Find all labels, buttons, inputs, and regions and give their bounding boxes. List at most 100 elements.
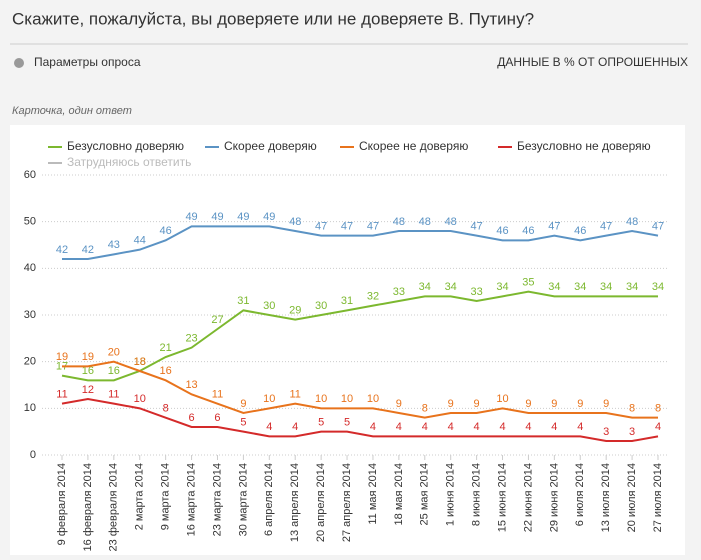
info-icon[interactable] bbox=[14, 58, 24, 68]
x-tick-label: 23 марта 2014 bbox=[211, 463, 223, 536]
x-tick-label: 29 июня 2014 bbox=[548, 463, 560, 532]
note: Карточка, один ответ bbox=[12, 105, 132, 117]
x-tick-label: 15 июня 2014 bbox=[496, 463, 508, 532]
x-tick-label: 9 февраля 2014 bbox=[56, 463, 68, 545]
legend-label[interactable]: Скорее не доверяю bbox=[359, 139, 468, 153]
data-label: 47 bbox=[367, 221, 379, 233]
data-label: 4 bbox=[655, 421, 661, 433]
x-tick-label: 6 апреля 2014 bbox=[263, 463, 275, 536]
x-tick-label: 30 марта 2014 bbox=[237, 463, 249, 536]
data-label: 4 bbox=[266, 421, 272, 433]
data-label: 9 bbox=[603, 398, 609, 410]
data-label: 30 bbox=[315, 300, 327, 312]
x-tick-label: 9 марта 2014 bbox=[160, 463, 172, 530]
data-label: 49 bbox=[211, 211, 223, 223]
data-label: 18 bbox=[134, 356, 146, 368]
data-label: 44 bbox=[134, 235, 146, 247]
data-label: 6 bbox=[214, 412, 220, 424]
data-label: 4 bbox=[525, 421, 531, 433]
data-label: 19 bbox=[82, 351, 94, 363]
data-label: 46 bbox=[160, 225, 172, 237]
data-label: 8 bbox=[163, 403, 169, 415]
x-tick-label: 18 мая 2014 bbox=[393, 463, 405, 525]
data-label: 4 bbox=[396, 421, 402, 433]
legend-label[interactable]: Безусловно не доверяю bbox=[517, 139, 651, 153]
data-label: 9 bbox=[577, 398, 583, 410]
x-tick-label: 11 мая 2014 bbox=[367, 463, 379, 525]
data-label: 30 bbox=[263, 300, 275, 312]
x-tick-label: 13 апреля 2014 bbox=[289, 463, 301, 542]
data-label: 10 bbox=[341, 393, 353, 405]
params-link[interactable]: Параметры опроса bbox=[34, 55, 141, 69]
data-label: 4 bbox=[577, 421, 583, 433]
data-label: 9 bbox=[525, 398, 531, 410]
data-label: 49 bbox=[263, 211, 275, 223]
data-label: 10 bbox=[315, 393, 327, 405]
data-label: 27 bbox=[211, 314, 223, 326]
data-label: 47 bbox=[341, 221, 353, 233]
data-label: 46 bbox=[496, 225, 508, 237]
data-label: 8 bbox=[422, 403, 428, 415]
data-label: 42 bbox=[56, 244, 68, 256]
data-label: 34 bbox=[548, 281, 560, 293]
x-tick-label: 8 июня 2014 bbox=[471, 463, 483, 526]
data-label: 5 bbox=[318, 417, 324, 429]
legend-label[interactable]: Затрудняюсь ответить bbox=[67, 155, 191, 169]
y-tick-label: 50 bbox=[24, 216, 36, 228]
data-label: 31 bbox=[341, 295, 353, 307]
data-label: 49 bbox=[185, 211, 197, 223]
data-label: 8 bbox=[629, 403, 635, 415]
series-line bbox=[62, 225, 659, 260]
data-label: 4 bbox=[448, 421, 454, 433]
data-label: 29 bbox=[289, 305, 301, 317]
data-label: 4 bbox=[551, 421, 557, 433]
data-label: 18 bbox=[134, 356, 146, 368]
x-tick-label: 25 мая 2014 bbox=[419, 463, 431, 525]
data-label: 16 bbox=[82, 365, 94, 377]
x-tick-label: 23 февраля 2014 bbox=[108, 463, 120, 551]
legend-label[interactable]: Безусловно доверяю bbox=[67, 139, 184, 153]
data-label: 47 bbox=[600, 221, 612, 233]
data-label: 8 bbox=[655, 403, 661, 415]
x-tick-label: 27 апреля 2014 bbox=[341, 463, 353, 542]
series-line bbox=[61, 290, 658, 382]
data-label: 48 bbox=[626, 216, 638, 228]
x-tick-label: 16 февраля 2014 bbox=[82, 463, 94, 551]
data-label: 47 bbox=[652, 221, 664, 233]
data-label: 47 bbox=[548, 221, 560, 233]
y-tick-label: 20 bbox=[24, 356, 36, 368]
data-label: 34 bbox=[626, 281, 638, 293]
data-label: 32 bbox=[367, 291, 379, 303]
y-tick-label: 0 bbox=[30, 449, 36, 461]
data-label: 16 bbox=[108, 365, 120, 377]
data-label: 34 bbox=[419, 281, 431, 293]
x-tick-label: 2 марта 2014 bbox=[134, 463, 146, 530]
data-label: 42 bbox=[82, 244, 94, 256]
data-label: 46 bbox=[574, 225, 586, 237]
data-label: 47 bbox=[315, 221, 327, 233]
x-tick-label: 6 июля 2014 bbox=[574, 463, 586, 526]
data-label: 9 bbox=[551, 398, 557, 410]
units: ДАННЫЕ В % ОТ ОПРОШЕННЫХ bbox=[497, 55, 688, 69]
legend-label[interactable]: Скорее доверяю bbox=[224, 139, 317, 153]
data-label: 4 bbox=[422, 421, 428, 433]
data-label: 13 bbox=[185, 379, 197, 391]
series-line bbox=[62, 360, 658, 419]
x-tick-label: 22 июня 2014 bbox=[522, 463, 534, 532]
data-label: 11 bbox=[290, 389, 301, 401]
data-label: 31 bbox=[237, 295, 249, 307]
y-tick-label: 10 bbox=[24, 402, 36, 414]
data-label: 34 bbox=[445, 281, 457, 293]
x-tick-label: 20 апреля 2014 bbox=[315, 463, 327, 542]
data-label: 11 bbox=[56, 389, 67, 401]
title: Скажите, пожалуйста, вы доверяете или не… bbox=[12, 9, 534, 28]
data-label: 23 bbox=[185, 333, 197, 345]
data-label: 6 bbox=[189, 412, 195, 424]
data-label: 33 bbox=[470, 286, 482, 298]
data-label: 9 bbox=[396, 398, 402, 410]
data-label: 48 bbox=[289, 216, 301, 228]
data-label: 9 bbox=[448, 398, 454, 410]
y-tick-label: 60 bbox=[24, 169, 36, 181]
data-label: 4 bbox=[499, 421, 505, 433]
